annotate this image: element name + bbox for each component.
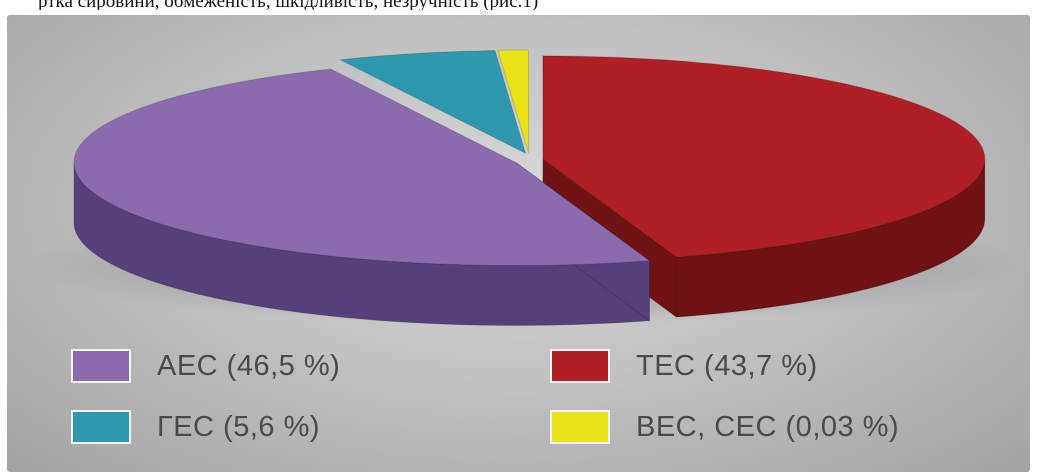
legend-label-tes: ТЕС (43,7 %) [636,349,818,382]
pie-slice-аес [73,68,651,267]
legend-label-aes: АЕС (46,5 %) [157,349,341,382]
legend-swatch-tes [550,349,610,383]
legend-swatch-ges [71,410,131,444]
legend-item-ves-ses: ВЕС, СЕС (0,03 %) [550,407,899,447]
legend-label-ges: ГЕС (5,6 %) [157,410,321,443]
legend-item-tes: ТЕС (43,7 %) [550,346,818,386]
pie-slice-тес [542,55,986,258]
pie-tops [73,49,986,267]
legend-swatch-ves-ses [550,410,610,444]
pie-slice-гес [338,49,527,155]
cut-off-document-text: ртка сировини, обмеженість, шкідливість,… [0,0,1038,10]
chart-panel: АЕС (46,5 %) ТЕС (43,7 %) ГЕС (5,6 %) ВЕ… [7,15,1030,472]
pie-chart [27,49,1027,327]
pie-slice-вес-сес [497,49,530,154]
legend-swatch-aes [71,349,131,383]
legend-item-aes: АЕС (46,5 %) [71,346,340,386]
legend-item-ges: ГЕС (5,6 %) [71,407,320,447]
legend-label-ves-ses: ВЕС, СЕС (0,03 %) [636,410,900,443]
